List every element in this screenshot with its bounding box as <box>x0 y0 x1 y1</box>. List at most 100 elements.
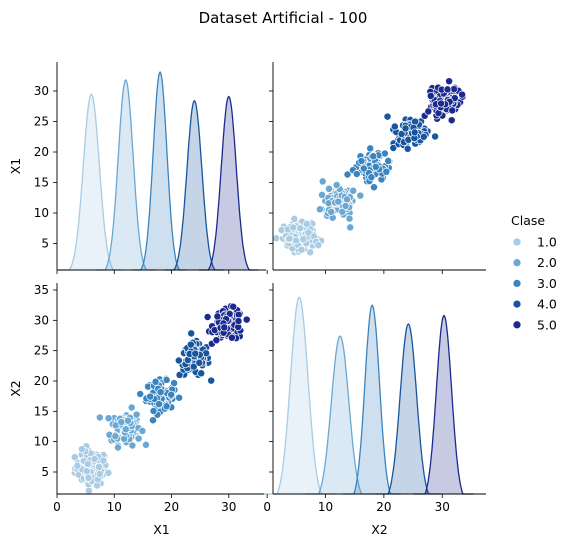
scatter-point-3.0 <box>136 390 145 398</box>
y-tick-label: 5 <box>41 465 49 479</box>
scatter-point-5.0 <box>234 317 243 326</box>
scatter-point-1.0 <box>90 454 99 463</box>
scatter-point-1.0 <box>285 234 294 243</box>
x-axis-label: X1 <box>153 522 170 537</box>
scatter-point-4.0 <box>419 132 428 141</box>
scatter-point-1.0 <box>289 223 298 232</box>
scatter-point-4.0 <box>197 369 206 378</box>
scatter-point-2.0 <box>315 205 324 214</box>
scatter-point-2.0 <box>332 181 341 189</box>
scatter-point-4.0 <box>189 362 198 371</box>
scatter-point-2.0 <box>120 434 129 443</box>
scatter-point-3.0 <box>149 416 157 425</box>
kde-line-2.0 <box>95 79 156 271</box>
scatter-point-5.0 <box>227 333 236 342</box>
scatter-point-4.0 <box>191 349 200 358</box>
scatter-point-1.0 <box>95 463 103 471</box>
scatter-point-1.0 <box>306 248 315 257</box>
scatter-point-5.0 <box>450 85 458 94</box>
kde-line-1.0 <box>59 93 123 271</box>
scatter-point-1.0 <box>272 234 281 243</box>
legend-label-3.0: 3.0 <box>537 276 557 291</box>
scatter-point-3.0 <box>162 375 171 384</box>
legend-marker-4.0 <box>512 299 522 309</box>
kde-line-5.0 <box>199 95 258 271</box>
scatter-point-2.0 <box>127 403 136 412</box>
scatter-point-5.0 <box>458 90 467 99</box>
scatter-point-1.0 <box>302 219 311 228</box>
kde-fill-5.0 <box>199 96 258 270</box>
scatter-point-4.0 <box>187 329 196 338</box>
scatter-point-3.0 <box>175 393 184 402</box>
scatter-point-2.0 <box>124 416 132 425</box>
scatter-point-2.0 <box>138 426 147 435</box>
scatter-point-1.0 <box>84 486 93 495</box>
scatter-point-1.0 <box>83 460 92 468</box>
legend-label-5.0: 5.0 <box>537 317 557 332</box>
scatter-point-4.0 <box>401 124 410 133</box>
scatter-point-2.0 <box>341 202 350 210</box>
kde-fill-2.0 <box>95 80 156 270</box>
legend-marker-1.0 <box>512 237 522 247</box>
x-tick-label: 10 <box>107 500 122 514</box>
scatter-point-3.0 <box>155 400 163 409</box>
scatter-point-3.0 <box>151 377 160 386</box>
scatter-point-5.0 <box>220 323 229 332</box>
scatter-point-2.0 <box>343 195 351 204</box>
scatter-point-1.0 <box>296 224 305 233</box>
scatter-point-2.0 <box>134 434 143 443</box>
scatter-point-4.0 <box>195 358 204 367</box>
scatter-point-1.0 <box>304 228 313 237</box>
legend: Clase 1.0 2.0 3.0 4.0 5.0 <box>511 213 557 332</box>
scatter-point-2.0 <box>128 441 137 450</box>
x-tick-label: 0 <box>263 500 271 514</box>
y-tick-label: 25 <box>34 115 49 129</box>
scatter-point-3.0 <box>382 167 391 176</box>
y-tick-label: 10 <box>34 206 49 220</box>
kde-line-4.0 <box>164 99 224 271</box>
legend-title: Clase <box>511 213 545 228</box>
y-tick-label: 15 <box>34 404 49 418</box>
y-tick-label: 20 <box>34 145 49 159</box>
scatter-point-4.0 <box>175 370 184 379</box>
scatter-point-3.0 <box>370 183 378 192</box>
x-tick-label: 30 <box>221 500 236 514</box>
x-tick-label: 30 <box>435 500 450 514</box>
y-tick-label: 25 <box>34 344 49 358</box>
scatter-point-2.0 <box>111 432 120 441</box>
scatter-point-3.0 <box>380 149 389 158</box>
scatter-point-2.0 <box>121 425 130 434</box>
kde-fill-3.0 <box>343 305 401 494</box>
scatter-point-2.0 <box>349 186 358 195</box>
scatter-point-2.0 <box>95 413 104 422</box>
scatter-point-4.0 <box>410 128 419 137</box>
kde-fill-5.0 <box>413 315 474 494</box>
scatter-point-2.0 <box>334 197 343 206</box>
x-axis-label: X2 <box>371 522 388 537</box>
y-axis-label: X1 <box>8 158 23 175</box>
y-tick-label: 5 <box>41 237 49 251</box>
x-tick-label: 20 <box>164 500 179 514</box>
scatter-point-3.0 <box>149 407 158 415</box>
x-tick-label: 0 <box>53 500 61 514</box>
scatter-point-5.0 <box>424 107 433 116</box>
scatter-point-3.0 <box>359 164 368 173</box>
scatter-point-5.0 <box>213 312 222 321</box>
scatter-point-5.0 <box>437 99 446 108</box>
scatter-point-4.0 <box>390 122 399 131</box>
scatter-point-5.0 <box>443 85 452 94</box>
scatter-point-2.0 <box>345 214 354 223</box>
scatter-point-2.0 <box>356 191 365 200</box>
scatter-point-3.0 <box>367 173 376 182</box>
scatter-point-1.0 <box>84 473 93 482</box>
scatter-point-1.0 <box>314 241 323 250</box>
scatter-point-4.0 <box>397 129 406 138</box>
scatter-point-5.0 <box>426 91 435 100</box>
scatter-point-5.0 <box>447 116 456 125</box>
scatter-point-5.0 <box>203 313 212 321</box>
scatter-point-4.0 <box>389 144 398 152</box>
legend-marker-2.0 <box>512 258 522 268</box>
scatter-point-3.0 <box>170 379 179 388</box>
y-tick-label: 20 <box>34 374 49 388</box>
